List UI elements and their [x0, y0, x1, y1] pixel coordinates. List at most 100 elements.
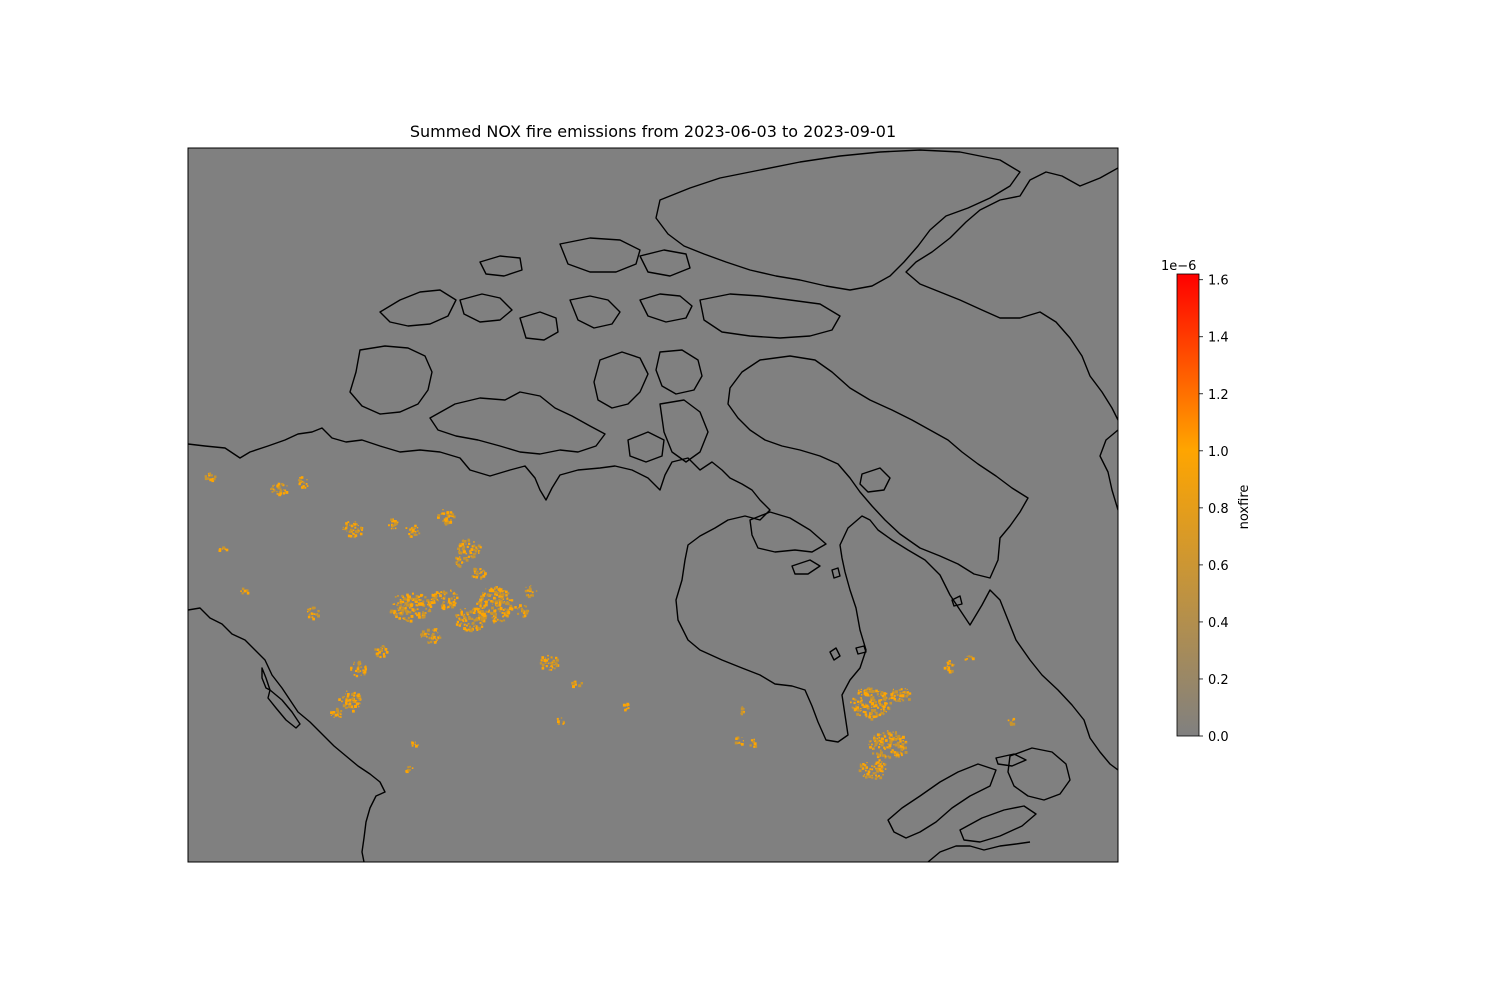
fire-pixel [540, 659, 543, 662]
fire-pixel [286, 485, 288, 487]
fire-pixel [872, 710, 875, 712]
fire-pixel [459, 619, 461, 621]
fire-pixel [461, 547, 464, 551]
fire-pixel [874, 743, 876, 745]
fire-pixel [891, 735, 894, 738]
fire-pixel [411, 745, 414, 747]
fire-pixel [345, 524, 348, 528]
fire-pixel [332, 713, 334, 715]
fire-pixel [416, 597, 419, 600]
fire-pixel [348, 702, 352, 705]
fire-pixel [543, 659, 547, 662]
fire-pixel [874, 700, 877, 704]
fire-pixel [358, 706, 360, 708]
fire-pixel [943, 666, 947, 670]
fire-pixel [390, 518, 393, 521]
fire-pixel [477, 610, 481, 613]
fire-pixel [879, 690, 881, 692]
fire-pixel [510, 599, 513, 602]
fire-pixel [476, 548, 479, 551]
fire-pixel [550, 656, 552, 658]
fire-pixel [474, 624, 476, 626]
fire-pixel [741, 706, 743, 708]
fire-pixel [862, 763, 865, 766]
fire-pixel [852, 697, 855, 700]
fire-pixel [857, 691, 860, 694]
fire-pixel [421, 634, 423, 637]
fire-pixel [509, 604, 513, 608]
fire-pixel [874, 711, 877, 714]
fire-pixel [452, 600, 456, 604]
fire-pixel [865, 704, 869, 708]
fire-pixel [407, 616, 410, 619]
fire-pixel [899, 695, 901, 697]
fire-pixel [436, 639, 438, 641]
fire-pixel [472, 553, 475, 556]
fire-pixel [544, 662, 547, 664]
fire-pixel [380, 649, 383, 652]
fire-pixel [864, 689, 866, 691]
fire-pixel [361, 529, 363, 531]
fire-pixel [459, 556, 461, 558]
fire-pixel [886, 702, 888, 705]
fire-pixel [495, 620, 497, 623]
fire-pixel [520, 607, 523, 610]
fire-pixel [461, 539, 465, 543]
fire-pixel [875, 741, 879, 745]
fire-pixel [899, 751, 902, 753]
fire-pixel [949, 663, 951, 665]
fire-pixel [410, 615, 414, 618]
fire-pixel [953, 664, 955, 666]
fire-pixel [873, 765, 876, 768]
fire-pixel [493, 618, 495, 620]
fire-pixel [479, 609, 482, 612]
fire-pixel [279, 488, 282, 491]
fire-pixel [499, 600, 503, 603]
fire-pixel [865, 766, 868, 769]
fire-pixel [899, 692, 902, 694]
fire-pixel [414, 527, 416, 529]
fire-pixel [861, 694, 863, 696]
fire-pixel [474, 572, 476, 574]
fire-pixel [445, 517, 449, 521]
fire-pixel [280, 490, 283, 493]
fire-pixel [550, 668, 553, 671]
fire-pixel [473, 541, 475, 543]
fire-pixel [904, 746, 907, 750]
fire-pixel [423, 615, 426, 619]
fire-pixel [898, 689, 901, 692]
fire-pixel [435, 630, 437, 632]
fire-pixel [517, 608, 518, 609]
fire-pixel [483, 612, 486, 616]
fire-pixel [456, 557, 460, 561]
fire-pixel [246, 591, 250, 595]
fire-pixel [453, 598, 456, 601]
fire-pixel [875, 689, 878, 693]
fire-pixel [864, 774, 866, 776]
fire-pixel [880, 703, 883, 707]
fire-pixel [557, 720, 560, 723]
fire-pixel [545, 657, 546, 659]
fire-pixel [421, 616, 425, 619]
fire-pixel [458, 550, 461, 553]
fire-pixel [876, 755, 880, 759]
coastline-banks-island [349, 345, 433, 415]
fire-pixel [503, 615, 505, 617]
fire-pixel [531, 595, 532, 597]
fire-pixel [402, 600, 405, 603]
coastline-resolution [951, 595, 963, 607]
fire-pixel [404, 617, 406, 620]
fire-pixel [482, 619, 486, 623]
fire-pixel [884, 693, 886, 696]
fire-pixel [502, 615, 504, 618]
fire-pixel [469, 628, 473, 632]
fire-pixel [881, 761, 883, 763]
fire-pixel [862, 710, 865, 713]
fire-pixel [312, 617, 315, 621]
fire-pixel [866, 693, 869, 696]
fire-pixel [887, 706, 890, 709]
fire-pixel [478, 614, 480, 616]
fire-pixel [425, 607, 428, 610]
fire-pixel [864, 693, 868, 697]
fire-pixel [1010, 723, 1013, 726]
